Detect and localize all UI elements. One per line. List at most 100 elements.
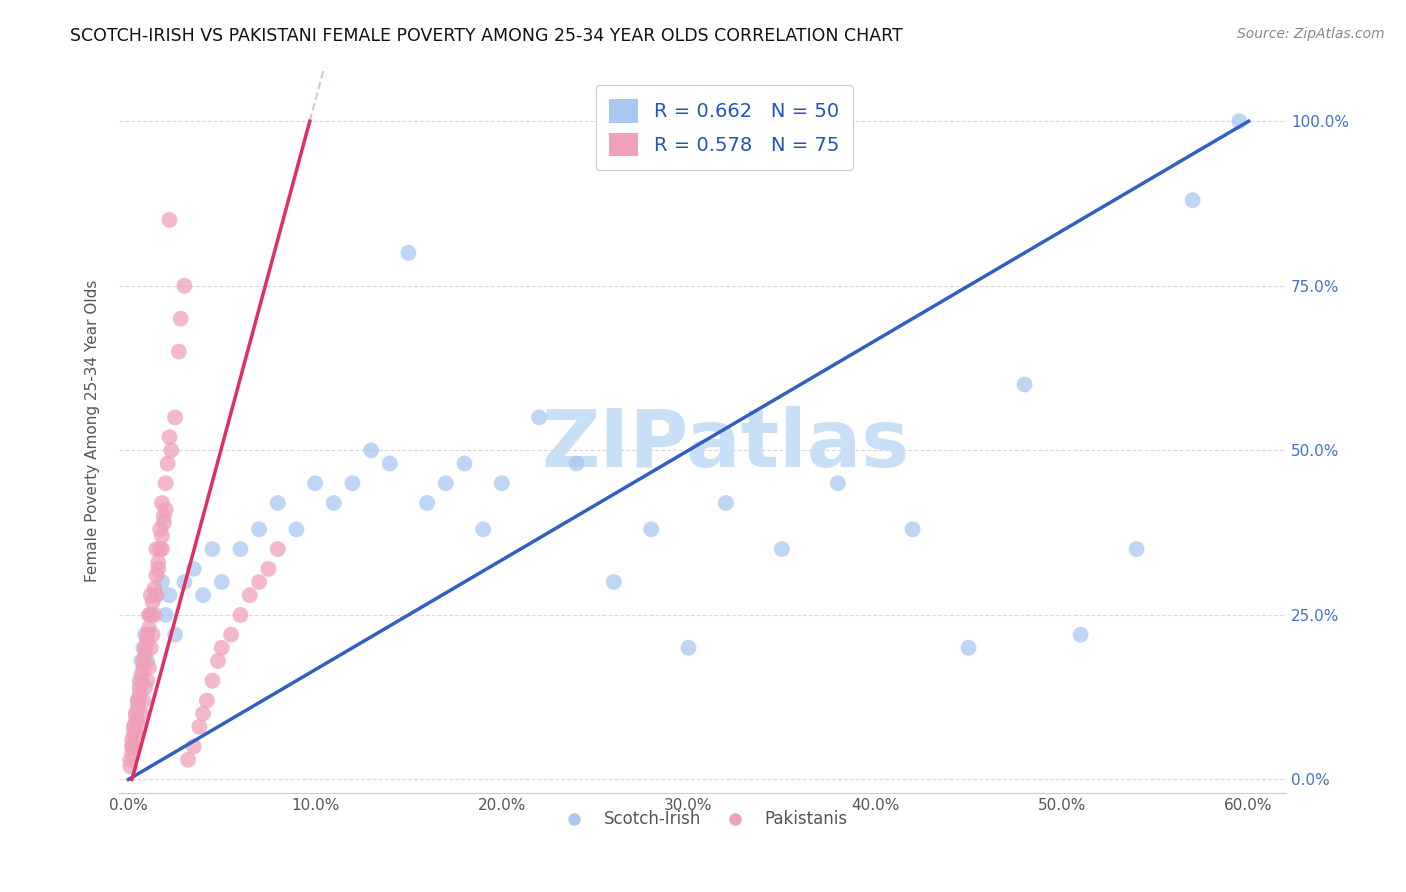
Point bbox=[207, 654, 229, 668]
Point bbox=[360, 443, 382, 458]
Point bbox=[565, 457, 588, 471]
Point bbox=[131, 667, 153, 681]
Point bbox=[122, 720, 145, 734]
Point bbox=[159, 588, 181, 602]
Point bbox=[267, 496, 290, 510]
Point bbox=[416, 496, 439, 510]
Point bbox=[132, 660, 155, 674]
Point bbox=[134, 648, 156, 662]
Point bbox=[128, 673, 150, 688]
Point bbox=[150, 496, 173, 510]
Point bbox=[285, 522, 308, 536]
Point bbox=[125, 706, 148, 721]
Point bbox=[121, 733, 143, 747]
Point bbox=[247, 522, 270, 536]
Point bbox=[378, 457, 401, 471]
Point bbox=[127, 713, 149, 727]
Point bbox=[453, 457, 475, 471]
Point bbox=[138, 660, 160, 674]
Point bbox=[211, 640, 233, 655]
Point bbox=[191, 706, 214, 721]
Point bbox=[136, 628, 159, 642]
Point bbox=[183, 562, 205, 576]
Point bbox=[127, 693, 149, 707]
Point bbox=[257, 562, 280, 576]
Point bbox=[434, 476, 457, 491]
Legend: Scotch-Irish, Pakistanis: Scotch-Irish, Pakistanis bbox=[551, 804, 855, 835]
Point bbox=[1070, 628, 1092, 642]
Point bbox=[1227, 114, 1250, 128]
Point bbox=[139, 588, 162, 602]
Point bbox=[195, 693, 218, 707]
Point bbox=[160, 443, 183, 458]
Point bbox=[120, 753, 142, 767]
Point bbox=[640, 522, 662, 536]
Point bbox=[188, 720, 211, 734]
Point bbox=[957, 640, 980, 655]
Point bbox=[398, 245, 420, 260]
Point bbox=[1014, 377, 1036, 392]
Point bbox=[138, 621, 160, 635]
Text: SCOTCH-IRISH VS PAKISTANI FEMALE POVERTY AMONG 25-34 YEAR OLDS CORRELATION CHART: SCOTCH-IRISH VS PAKISTANI FEMALE POVERTY… bbox=[70, 27, 903, 45]
Point bbox=[247, 574, 270, 589]
Text: ZIPatlas: ZIPatlas bbox=[541, 406, 910, 484]
Point bbox=[827, 476, 849, 491]
Point bbox=[472, 522, 495, 536]
Point bbox=[901, 522, 924, 536]
Point bbox=[127, 693, 149, 707]
Point bbox=[125, 713, 148, 727]
Point bbox=[155, 502, 177, 516]
Point bbox=[322, 496, 344, 510]
Point bbox=[173, 278, 195, 293]
Point bbox=[136, 634, 159, 648]
Point bbox=[150, 529, 173, 543]
Point bbox=[142, 595, 165, 609]
Point bbox=[139, 640, 162, 655]
Point bbox=[159, 430, 181, 444]
Point bbox=[125, 706, 148, 721]
Point bbox=[150, 574, 173, 589]
Point bbox=[134, 628, 156, 642]
Point bbox=[132, 693, 155, 707]
Point bbox=[148, 555, 170, 569]
Point bbox=[122, 739, 145, 754]
Point bbox=[342, 476, 364, 491]
Point bbox=[121, 746, 143, 760]
Point bbox=[149, 542, 172, 557]
Point bbox=[145, 588, 167, 602]
Point bbox=[145, 588, 167, 602]
Point bbox=[173, 574, 195, 589]
Point bbox=[136, 654, 159, 668]
Point bbox=[304, 476, 326, 491]
Point bbox=[167, 344, 190, 359]
Point bbox=[169, 311, 191, 326]
Point bbox=[770, 542, 793, 557]
Point bbox=[219, 628, 242, 642]
Point bbox=[267, 542, 290, 557]
Point bbox=[153, 516, 176, 530]
Text: Source: ZipAtlas.com: Source: ZipAtlas.com bbox=[1237, 27, 1385, 41]
Point bbox=[145, 542, 167, 557]
Point bbox=[132, 654, 155, 668]
Point bbox=[128, 681, 150, 695]
Point bbox=[603, 574, 626, 589]
Point bbox=[127, 700, 149, 714]
Point bbox=[131, 706, 153, 721]
Point bbox=[491, 476, 513, 491]
Point bbox=[138, 607, 160, 622]
Point bbox=[134, 681, 156, 695]
Point bbox=[201, 542, 224, 557]
Point bbox=[143, 582, 166, 596]
Point bbox=[143, 607, 166, 622]
Point bbox=[136, 673, 159, 688]
Point bbox=[1125, 542, 1147, 557]
Point bbox=[125, 726, 148, 740]
Point bbox=[527, 410, 550, 425]
Point bbox=[155, 476, 177, 491]
Point bbox=[156, 457, 179, 471]
Point bbox=[201, 673, 224, 688]
Point bbox=[128, 687, 150, 701]
Point bbox=[159, 213, 181, 227]
Point bbox=[139, 607, 162, 622]
Point bbox=[191, 588, 214, 602]
